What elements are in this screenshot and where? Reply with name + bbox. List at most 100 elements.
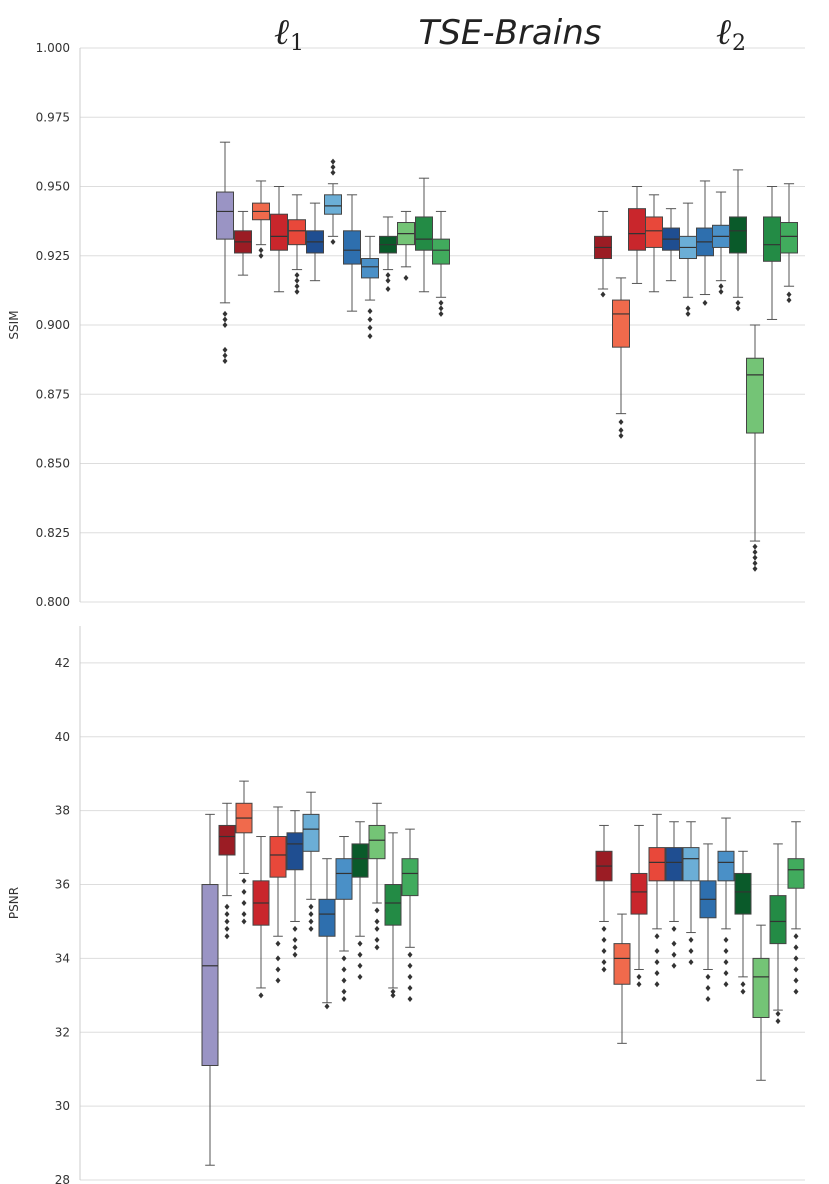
outlier-point bbox=[685, 310, 691, 317]
outlier-point bbox=[330, 164, 336, 171]
iqr-box bbox=[769, 895, 787, 945]
psnr-box-2-7 bbox=[699, 843, 717, 1003]
outlier-point bbox=[407, 973, 413, 980]
outlier-point bbox=[740, 988, 746, 995]
ssim-box-1-12 bbox=[415, 177, 433, 293]
outlier-point bbox=[723, 936, 729, 943]
psnr-ytick-label: 28 bbox=[55, 1173, 70, 1184]
outlier-point bbox=[752, 549, 758, 556]
outlier-point bbox=[367, 308, 373, 315]
outlier-point bbox=[636, 981, 642, 988]
chart-title: TSE-Brains bbox=[419, 13, 602, 53]
outlier-point bbox=[793, 977, 799, 984]
outlier-point bbox=[740, 981, 746, 988]
outlier-point bbox=[636, 973, 642, 980]
ssim-box-1-4 bbox=[270, 186, 288, 293]
outlier-point bbox=[222, 358, 228, 365]
psnr-ytick-label: 36 bbox=[55, 878, 70, 892]
iqr-box bbox=[645, 216, 663, 248]
outlier-point bbox=[294, 288, 300, 295]
iqr-box bbox=[270, 213, 288, 251]
outlier-point bbox=[671, 962, 677, 969]
iqr-box bbox=[361, 258, 379, 279]
outlier-point bbox=[735, 299, 741, 306]
ssim-box-1-5 bbox=[288, 194, 306, 295]
outlier-point bbox=[752, 565, 758, 572]
outlier-point bbox=[407, 951, 413, 958]
iqr-box bbox=[351, 843, 369, 878]
psnr-box-1-13 bbox=[401, 828, 419, 1003]
outlier-point bbox=[222, 352, 228, 359]
outlier-point bbox=[341, 955, 347, 962]
outlier-point bbox=[671, 940, 677, 947]
chart-header: ℓ 1 TSE-Brains ℓ 2 bbox=[274, 12, 746, 56]
outlier-point bbox=[241, 888, 247, 895]
outlier-point bbox=[407, 996, 413, 1003]
iqr-box bbox=[628, 208, 646, 251]
outlier-point bbox=[438, 305, 444, 312]
outlier-point bbox=[786, 297, 792, 304]
outlier-point bbox=[357, 962, 363, 969]
outlier-point bbox=[374, 944, 380, 951]
psnr-box-1-1 bbox=[201, 813, 219, 1166]
psnr-ytick-label: 34 bbox=[55, 951, 70, 965]
outlier-point bbox=[222, 316, 228, 323]
iqr-box bbox=[665, 847, 683, 882]
outlier-point bbox=[793, 988, 799, 995]
iqr-box bbox=[612, 299, 630, 348]
iqr-box bbox=[218, 824, 236, 856]
psnr-box-1-10 bbox=[351, 821, 369, 980]
iqr-box bbox=[734, 872, 752, 915]
iqr-box bbox=[269, 836, 287, 878]
iqr-box bbox=[201, 884, 219, 1067]
ssim-panel: 0.800 0.825 0.850 0.875 0.900 0.925 0.950 0.975… bbox=[7, 41, 805, 609]
outlier-point bbox=[705, 973, 711, 980]
iqr-box bbox=[415, 216, 433, 251]
outlier-point bbox=[654, 959, 660, 966]
outlier-point bbox=[292, 936, 298, 943]
outlier-point bbox=[438, 299, 444, 306]
outlier-point bbox=[775, 1018, 781, 1025]
ssim-box-2-8 bbox=[712, 191, 730, 295]
outlier-point bbox=[752, 554, 758, 561]
outlier-point bbox=[775, 1010, 781, 1017]
outlier-point bbox=[793, 933, 799, 940]
ssim-box-2-9 bbox=[729, 169, 747, 312]
group-label-l1-subscript: 1 bbox=[290, 31, 304, 56]
outlier-point bbox=[241, 900, 247, 906]
iqr-box bbox=[384, 884, 402, 926]
outlier-point bbox=[793, 966, 799, 973]
outlier-point bbox=[341, 988, 347, 995]
outlier-point bbox=[258, 992, 264, 999]
ssim-box-1-8 bbox=[343, 194, 361, 312]
ssim-box-2-1 bbox=[594, 210, 612, 298]
outlier-point bbox=[357, 940, 363, 947]
psnr-box-2-9 bbox=[734, 850, 752, 995]
outlier-point bbox=[618, 427, 624, 434]
outlier-point bbox=[341, 977, 347, 984]
psnr-ytick-label: 32 bbox=[55, 1025, 70, 1039]
outlier-point bbox=[718, 283, 724, 290]
iqr-box bbox=[324, 194, 342, 215]
outlier-point bbox=[688, 959, 694, 966]
outlier-point bbox=[224, 925, 230, 932]
outlier-point bbox=[341, 996, 347, 1003]
outlier-point bbox=[654, 981, 660, 988]
psnr-box-1-2 bbox=[218, 802, 236, 940]
outlier-point bbox=[222, 322, 228, 328]
outlier-point bbox=[258, 252, 264, 259]
psnr-box-2-4 bbox=[648, 813, 666, 988]
ssim-box-1-3 bbox=[252, 180, 270, 259]
psnr-box-1-7 bbox=[302, 791, 320, 932]
ssim-box-2-3 bbox=[628, 186, 646, 284]
ssim-ytick-label: 1.000 bbox=[36, 41, 70, 55]
iqr-box bbox=[613, 943, 631, 985]
psnr-box-2-12 bbox=[787, 821, 805, 995]
ssim-ytick-label: 0.875 bbox=[36, 387, 70, 401]
psnr-box-2-5 bbox=[665, 821, 683, 969]
outlier-point bbox=[294, 283, 300, 290]
outlier-point bbox=[357, 973, 363, 980]
iqr-box bbox=[729, 216, 747, 254]
outlier-point bbox=[385, 285, 391, 292]
